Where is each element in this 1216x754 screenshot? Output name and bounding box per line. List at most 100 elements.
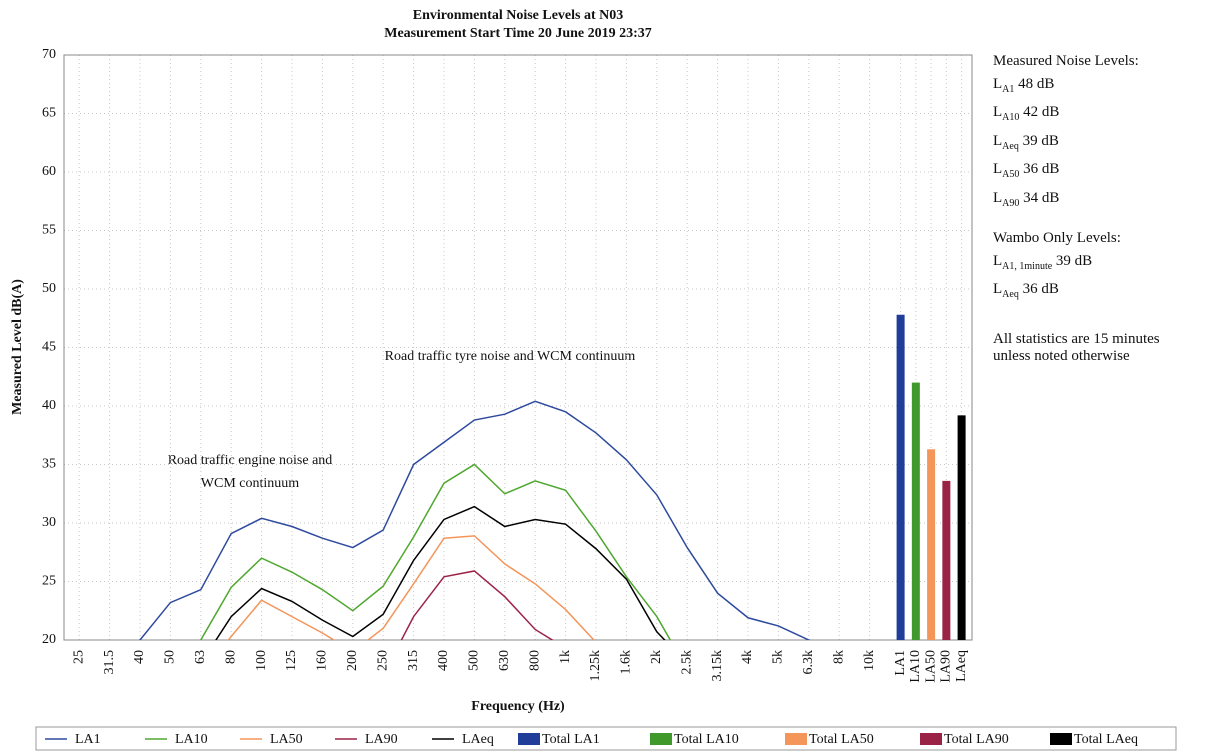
y-tick-label: 55: [42, 223, 56, 238]
x-tick-label: 400: [436, 650, 451, 671]
level-subscript: A50: [1002, 169, 1020, 180]
y-tick-label: 60: [42, 164, 56, 179]
line-series: [199, 463, 672, 640]
y-tick-label: 35: [42, 457, 56, 472]
y-tick-label: 65: [42, 106, 56, 121]
level-row: LA1 48 dB: [993, 73, 1213, 102]
x-tick-label: LA90: [939, 650, 954, 683]
level-subscript: A1, 1minute: [1002, 260, 1053, 272]
chart-subtitle: Measurement Start Time 20 June 2019 23:3…: [384, 26, 652, 41]
panel-heading: Wambo Only Levels:: [993, 230, 1121, 246]
x-tick-label: 4k: [740, 650, 755, 664]
legend-label: LA50: [270, 732, 303, 747]
level-symbol: L: [993, 252, 1003, 269]
y-tick-label: 30: [42, 515, 56, 530]
bar: [957, 415, 966, 640]
y-tick-label: 40: [42, 398, 56, 413]
x-tick-label: 1.6k: [619, 650, 634, 675]
x-tick-label: 80: [223, 650, 238, 664]
legend-swatch: [920, 733, 942, 745]
bar: [927, 449, 936, 640]
level-symbol: L: [993, 281, 1003, 297]
bar: [942, 480, 951, 640]
bar: [896, 314, 905, 640]
level-symbol: L: [993, 104, 1003, 120]
x-tick-label: 31.5: [102, 650, 117, 675]
level-value: 36 dB: [1023, 161, 1060, 177]
level-row: LA1, 1minute 39 dB: [993, 250, 1213, 279]
x-tick-label: 2k: [649, 650, 664, 664]
x-tick-label: 63: [193, 650, 208, 664]
level-row: LAeq 36 dB: [993, 278, 1213, 307]
x-tick-label: 10k: [862, 650, 877, 671]
level-symbol: L: [993, 189, 1003, 206]
legend-label: Total LAeq: [1074, 732, 1138, 747]
legend-swatch: [650, 733, 672, 745]
level-row: LA90 34 dB: [993, 187, 1213, 216]
level-symbol: L: [993, 132, 1003, 149]
legend-label: Total LA90: [944, 732, 1009, 747]
x-tick-label: 1k: [558, 650, 573, 664]
x-tick-label: 315: [406, 650, 421, 671]
level-value: 34 dB: [1023, 189, 1060, 206]
line-series: [215, 505, 666, 640]
x-tick-label: 100: [254, 650, 269, 671]
level-row: LAeq 39 dB: [993, 130, 1213, 159]
x-axis-label: Frequency (Hz): [471, 699, 565, 714]
y-tick-label: 25: [42, 574, 56, 589]
legend-box: [35, 726, 1177, 751]
level-subscript: A90: [1002, 197, 1020, 209]
line-series: [400, 570, 554, 640]
x-tick-label: 5k: [771, 650, 786, 664]
x-tick-label: 50: [163, 650, 178, 664]
y-axis-label: Measured Level dB(A): [10, 279, 25, 415]
annotation: Road traffic tyre noise and WCM continuu…: [385, 349, 636, 364]
legend-swatch: [518, 733, 540, 745]
x-tick-label: 1.25k: [588, 650, 603, 682]
x-tick-label: LA50: [923, 650, 938, 683]
panel-heading: Measured Noise Levels:: [993, 53, 1139, 69]
legend-label: Total LA10: [674, 732, 739, 747]
x-tick-label: 6.3k: [801, 650, 816, 675]
plot-area: [138, 314, 966, 640]
x-tick-label: 500: [467, 650, 482, 671]
x-tick-label: 40: [132, 650, 147, 664]
y-tick-label: 45: [42, 340, 56, 355]
x-tick-label: 200: [345, 650, 360, 671]
x-tick-label: LA1: [893, 650, 908, 676]
level-value: 48 dB: [1018, 75, 1055, 92]
legend-swatch: [785, 733, 807, 745]
legend-label: LA1: [75, 732, 101, 747]
x-tick-label: 800: [527, 650, 542, 671]
x-tick-label: 2.5k: [679, 650, 694, 675]
legend-label: Total LA1: [542, 732, 600, 747]
x-tick-label: 630: [497, 650, 512, 671]
x-tick-label: 160: [315, 650, 330, 671]
chart-title: Environmental Noise Levels at N03: [413, 8, 624, 23]
legend-label: Total LA50: [809, 732, 874, 747]
bar: [911, 382, 920, 640]
level-value: 42 dB: [1023, 104, 1060, 120]
x-tick-label: 250: [375, 650, 390, 671]
level-symbol: L: [993, 75, 1003, 92]
panel-note: All statistics are 15 minutes: [993, 330, 1160, 347]
level-subscript: A10: [1002, 112, 1020, 123]
x-tick-label: 8k: [831, 650, 846, 664]
level-value: 36 dB: [1022, 281, 1059, 297]
line-series: [138, 400, 811, 640]
level-row: LA50 36 dB: [993, 158, 1213, 187]
panel-note: unless noted otherwise: [993, 347, 1130, 364]
level-subscript: Aeq: [1002, 289, 1019, 300]
legend-label: LAeq: [462, 732, 494, 747]
x-tick-label: 125: [284, 650, 299, 671]
level-subscript: A1: [1002, 83, 1015, 95]
legend-label: LA90: [365, 732, 398, 747]
legend-swatch: [1050, 733, 1072, 745]
annotation: Road traffic engine noise and: [168, 453, 333, 468]
legend-label: LA10: [175, 732, 208, 747]
level-value: 39 dB: [1022, 132, 1059, 149]
level-symbol: L: [993, 161, 1003, 177]
x-tick-label: 25: [71, 650, 86, 664]
level-subscript: Aeq: [1002, 140, 1019, 152]
